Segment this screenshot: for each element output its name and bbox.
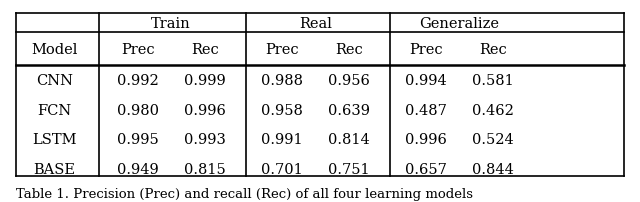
Text: 0.992: 0.992 [116, 74, 159, 88]
Text: Prec: Prec [409, 43, 442, 56]
Text: Prec: Prec [265, 43, 298, 56]
Text: Table 1. Precision (Prec) and recall (Rec) of all four learning models: Table 1. Precision (Prec) and recall (Re… [16, 187, 473, 200]
Text: 0.814: 0.814 [328, 133, 370, 146]
Text: CNN: CNN [36, 74, 73, 88]
Text: 0.815: 0.815 [184, 162, 226, 176]
Text: 0.994: 0.994 [404, 74, 447, 88]
Text: 0.995: 0.995 [116, 133, 159, 146]
Text: 0.751: 0.751 [328, 162, 370, 176]
Text: 0.949: 0.949 [116, 162, 159, 176]
Text: 0.701: 0.701 [260, 162, 303, 176]
Text: 0.958: 0.958 [260, 103, 303, 117]
Text: FCN: FCN [37, 103, 72, 117]
Text: 0.524: 0.524 [472, 133, 514, 146]
Text: 0.996: 0.996 [184, 103, 226, 117]
Text: 0.999: 0.999 [184, 74, 226, 88]
Text: Model: Model [31, 43, 77, 56]
Text: Rec: Rec [335, 43, 363, 56]
Text: 0.657: 0.657 [404, 162, 447, 176]
Text: 0.581: 0.581 [472, 74, 514, 88]
Text: Rec: Rec [191, 43, 219, 56]
Text: 0.988: 0.988 [260, 74, 303, 88]
Text: 0.844: 0.844 [472, 162, 514, 176]
Text: 0.639: 0.639 [328, 103, 370, 117]
Text: Prec: Prec [121, 43, 154, 56]
Text: 0.956: 0.956 [328, 74, 370, 88]
Text: Generalize: Generalize [419, 17, 499, 31]
Text: Real: Real [299, 17, 332, 31]
Text: 0.487: 0.487 [404, 103, 447, 117]
Text: 0.980: 0.980 [116, 103, 159, 117]
Text: 0.991: 0.991 [260, 133, 303, 146]
Text: Train: Train [151, 17, 191, 31]
Text: Rec: Rec [479, 43, 507, 56]
Text: 0.996: 0.996 [404, 133, 447, 146]
Text: BASE: BASE [33, 162, 76, 176]
Text: 0.462: 0.462 [472, 103, 514, 117]
Text: 0.993: 0.993 [184, 133, 226, 146]
Text: LSTM: LSTM [32, 133, 77, 146]
